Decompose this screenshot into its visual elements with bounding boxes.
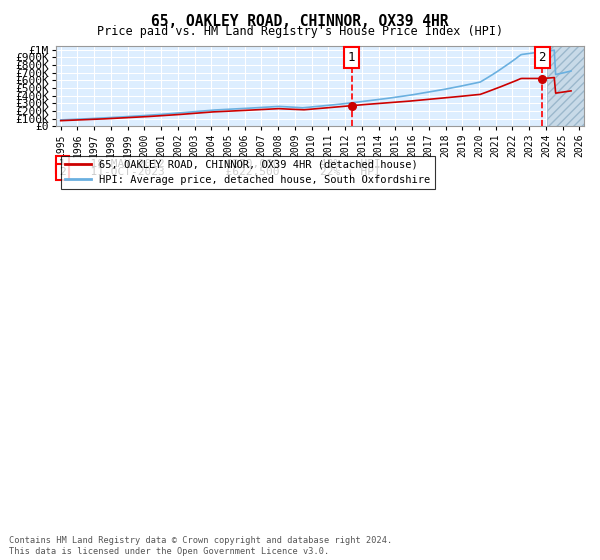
Text: 11-OCT-2023         £622,500      22% ↓ HPI: 11-OCT-2023 £622,500 22% ↓ HPI — [77, 167, 380, 177]
Text: 2: 2 — [59, 167, 65, 177]
Text: Contains HM Land Registry data © Crown copyright and database right 2024.
This d: Contains HM Land Registry data © Crown c… — [9, 536, 392, 556]
Text: Price paid vs. HM Land Registry's House Price Index (HPI): Price paid vs. HM Land Registry's House … — [97, 25, 503, 38]
Bar — [547, 46, 586, 126]
Text: 1: 1 — [59, 160, 65, 170]
Text: 1: 1 — [348, 51, 355, 64]
Text: 2: 2 — [539, 51, 546, 64]
Text: 18-MAY-2012         £270,000      43% ↓ HPI: 18-MAY-2012 £270,000 43% ↓ HPI — [77, 160, 380, 170]
Legend: 65, OAKLEY ROAD, CHINNOR, OX39 4HR (detached house), HPI: Average price, detache: 65, OAKLEY ROAD, CHINNOR, OX39 4HR (deta… — [61, 156, 435, 189]
Text: 65, OAKLEY ROAD, CHINNOR, OX39 4HR: 65, OAKLEY ROAD, CHINNOR, OX39 4HR — [151, 14, 449, 29]
